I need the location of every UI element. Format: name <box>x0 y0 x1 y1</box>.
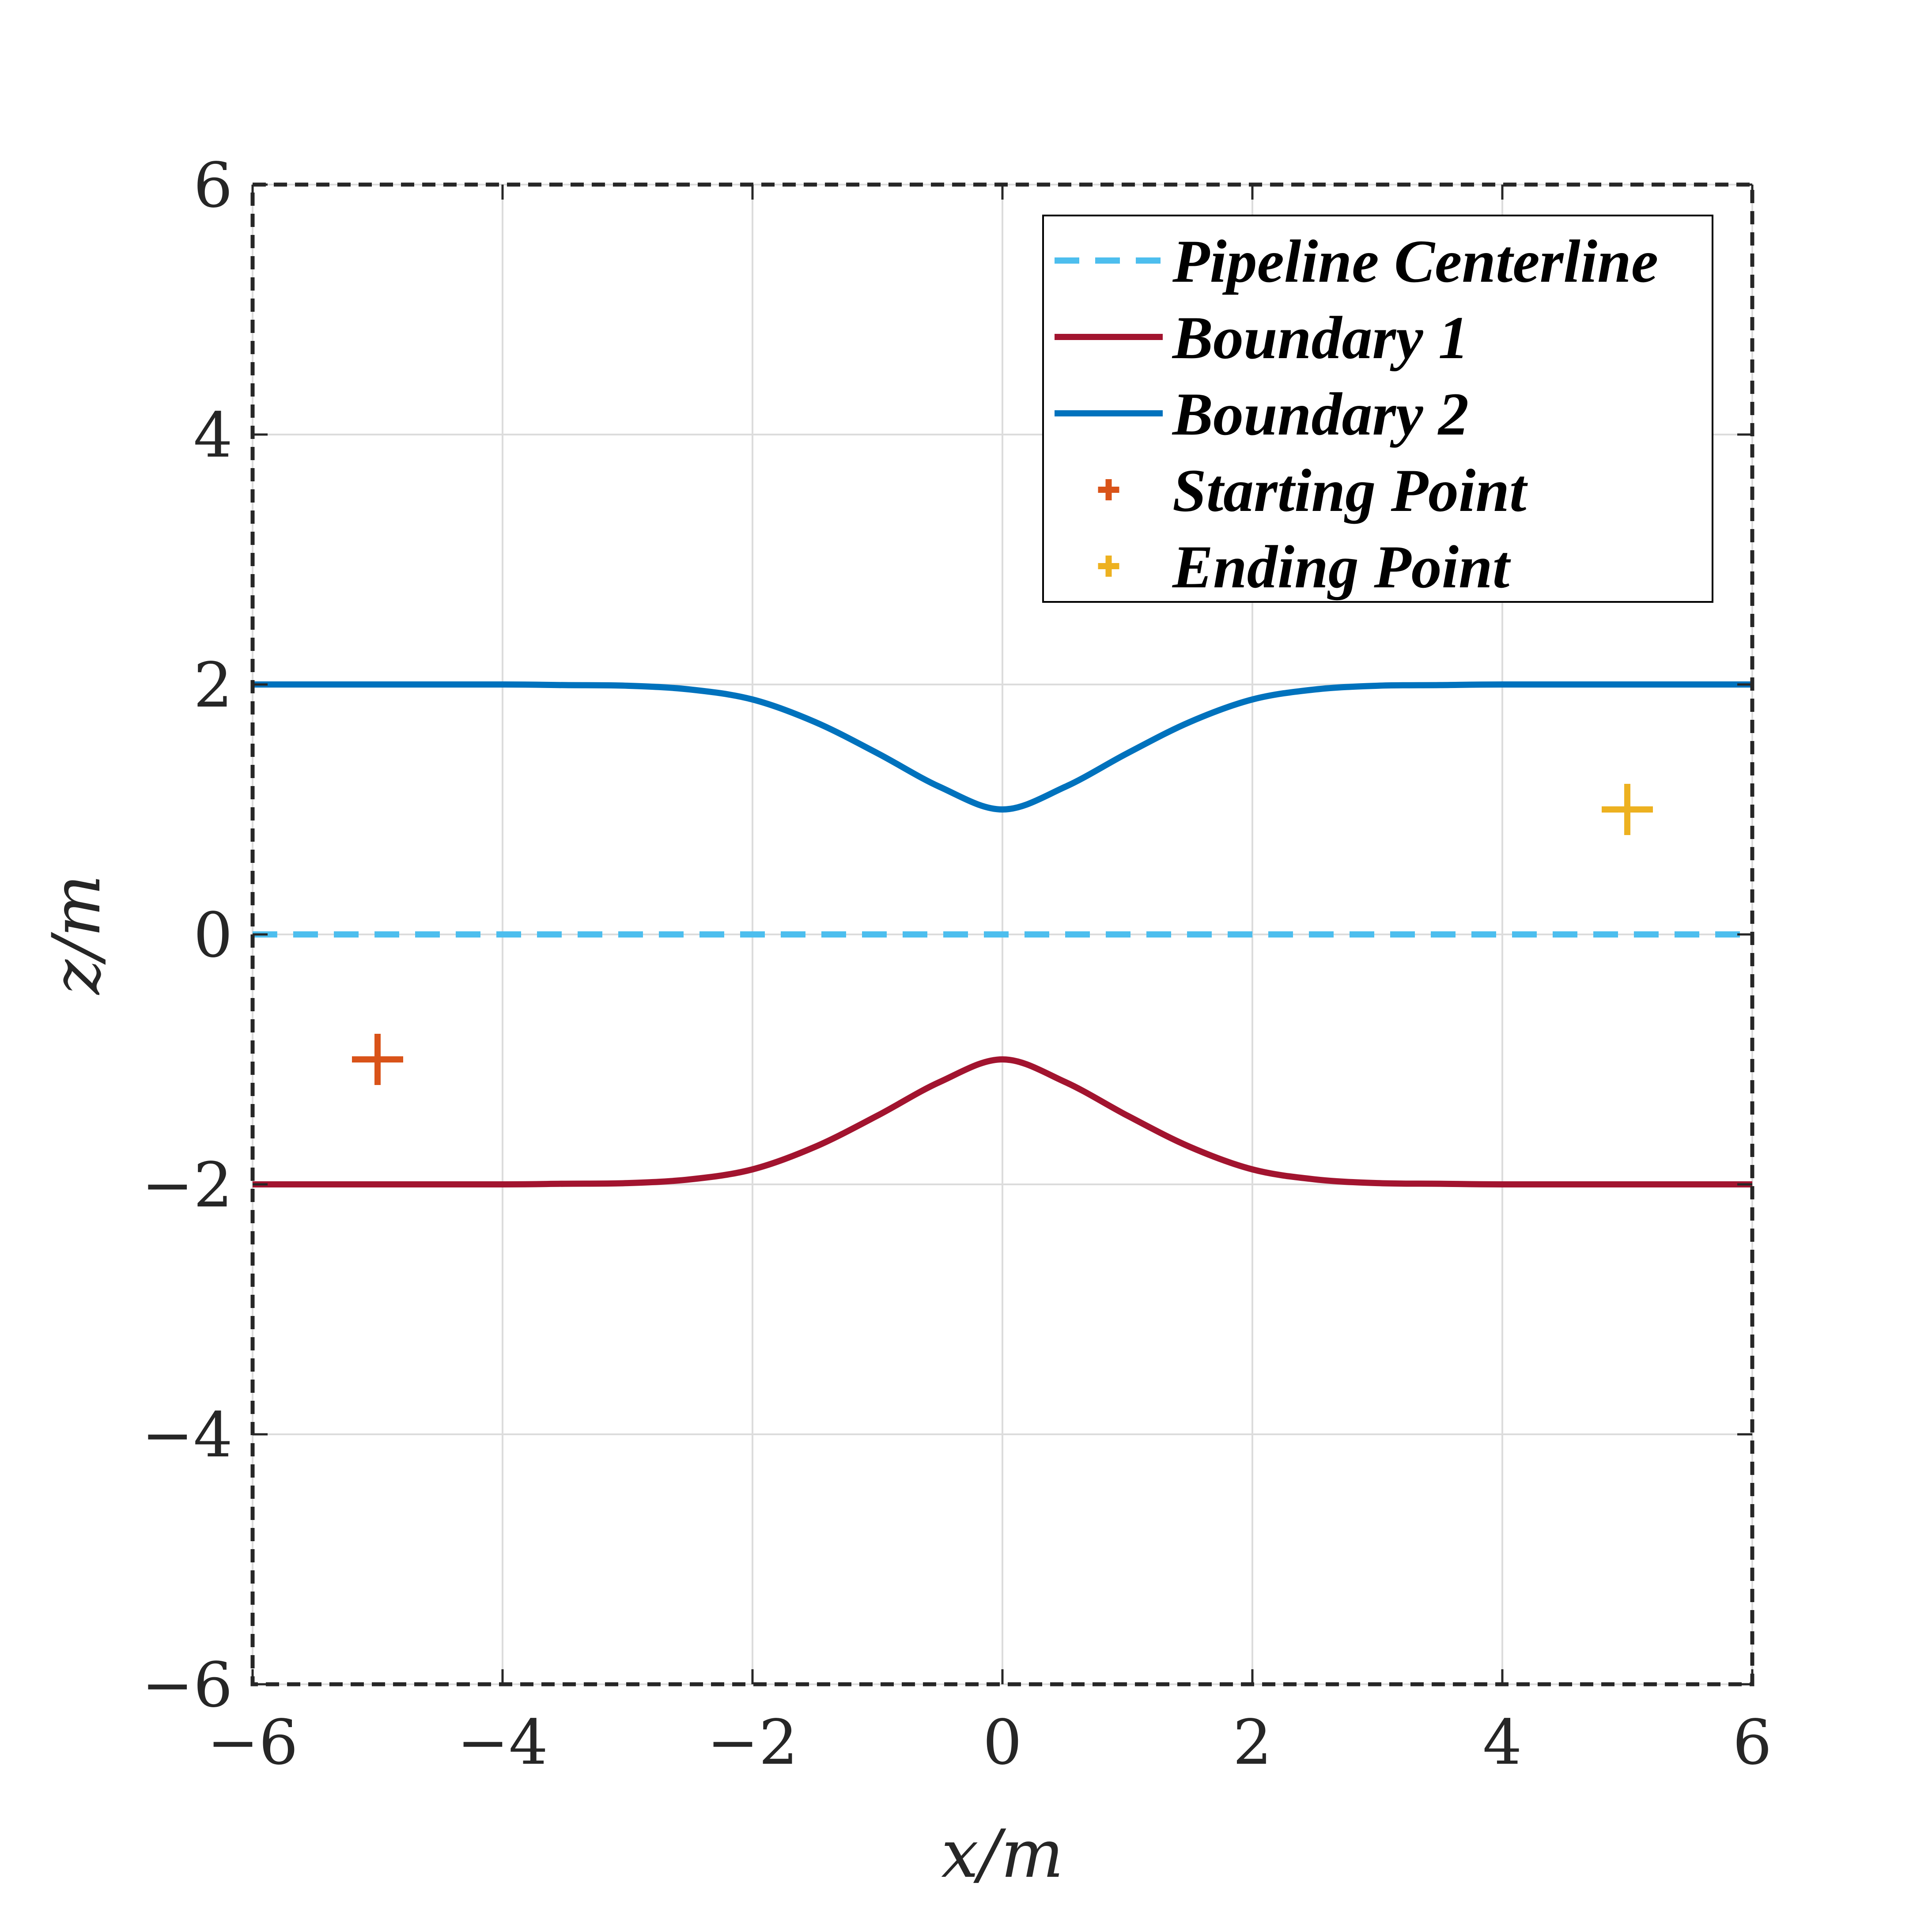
series-line-boundary-2 <box>253 681 1752 813</box>
x-tick-label-2: −2 <box>707 1707 798 1779</box>
y-tick-labels: −6 −4 −2 0 2 4 6 <box>142 150 233 1721</box>
legend-swatch-starting-point <box>1098 479 1119 500</box>
series-layer <box>252 681 1752 1188</box>
x-tick-label-6: 6 <box>1732 1707 1772 1779</box>
y-tick-label-1: −4 <box>142 1399 233 1471</box>
y-tick-label-4: 2 <box>193 650 233 722</box>
legend-label-pipeline-centerline: Pipeline Centerline <box>1172 227 1658 295</box>
x-axis-label: x/m <box>941 1816 1063 1893</box>
y-tick-label-0: −6 <box>142 1649 233 1721</box>
legend-label-starting-point: Starting Point <box>1172 457 1528 524</box>
legend-swatch-ending-point <box>1098 556 1119 577</box>
legend-box <box>1042 215 1713 603</box>
legend-label-boundary-1: Boundary 1 <box>1172 304 1469 371</box>
x-tick-label-3: 0 <box>983 1707 1022 1779</box>
marker-starting-point <box>352 1034 403 1085</box>
ticks <box>251 183 1754 1686</box>
legend-label-boundary-2: Boundary 2 <box>1172 380 1469 448</box>
series-line-boundary-1 <box>252 1056 1752 1188</box>
legend: Pipeline Centerline Boundary 1 Boundary 2 S… <box>1042 215 1713 603</box>
legend-label-ending-point: Ending Point <box>1172 533 1511 601</box>
y-tick-label-6: 6 <box>193 150 233 222</box>
y-tick-label-3: 0 <box>193 900 233 972</box>
x-tick-label-5: 4 <box>1482 1707 1522 1779</box>
y-tick-label-2: −2 <box>142 1149 233 1221</box>
marker-ending-point <box>1602 784 1653 835</box>
legend-entries: Pipeline Centerline Boundary 1 Boundary 2 S… <box>1055 227 1658 601</box>
x-tick-label-0: −6 <box>207 1707 298 1779</box>
x-tick-label-4: 2 <box>1233 1707 1272 1779</box>
y-tick-label-5: 4 <box>193 400 233 472</box>
x-tick-label-1: −4 <box>457 1707 548 1779</box>
y-axis-label: z/m <box>38 874 115 995</box>
x-tick-labels: −6 −4 −2 0 2 4 6 <box>207 1707 1772 1779</box>
points-layer <box>352 784 1653 1085</box>
